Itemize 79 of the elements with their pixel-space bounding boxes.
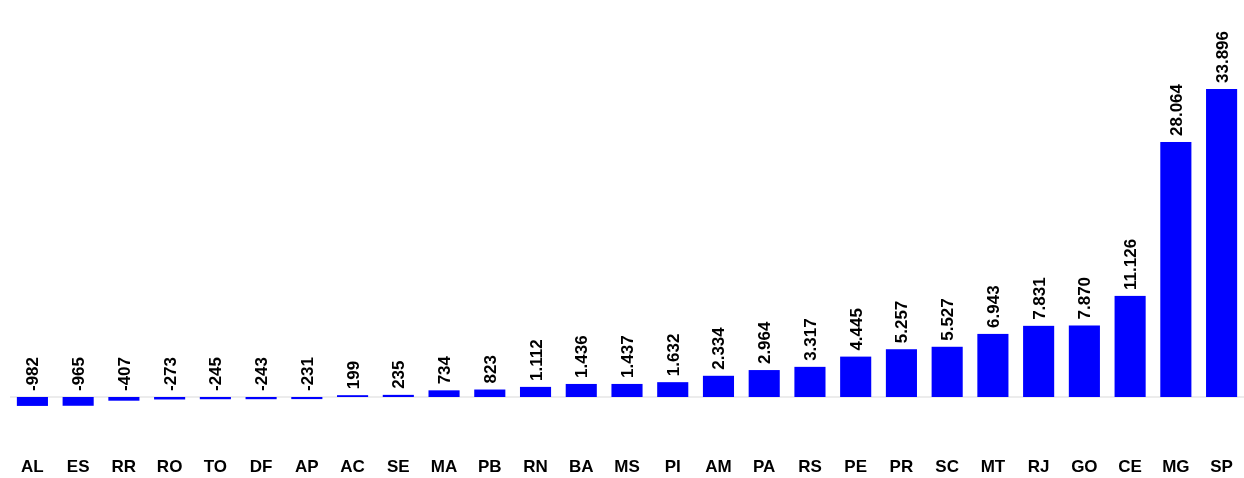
x-tick-label: ES	[66, 457, 90, 476]
data-label: 1.112	[526, 339, 546, 381]
x-tick-label: AL	[21, 457, 44, 476]
data-label: 5.527	[938, 298, 958, 341]
x-tick-label: RR	[111, 457, 137, 476]
x-tick-label: AC	[340, 457, 365, 476]
x-tick-label: SP	[1210, 457, 1233, 476]
data-label: 28.064	[1166, 83, 1186, 136]
data-label: -243	[252, 356, 272, 391]
bar	[931, 346, 963, 397]
bar	[885, 349, 917, 397]
bar	[382, 394, 414, 397]
data-label: -273	[160, 356, 180, 391]
x-tick-label: RO	[156, 457, 183, 476]
bar	[977, 333, 1009, 397]
data-label: -231	[297, 356, 317, 391]
bar	[1160, 141, 1192, 397]
x-tick-label: RN	[523, 457, 548, 476]
x-tick-label: AM	[705, 457, 732, 476]
bar	[199, 397, 231, 400]
bar	[291, 397, 323, 400]
x-tick-label: RS	[798, 457, 822, 476]
bar	[16, 397, 48, 406]
x-tick-label: MG	[1162, 457, 1190, 476]
data-label: -982	[23, 356, 43, 391]
x-tick-label: MS	[614, 457, 640, 476]
x-tick-label: CE	[1118, 457, 1142, 476]
data-label: 7.831	[1029, 277, 1049, 320]
bar	[1206, 89, 1238, 397]
x-tick-label: TO	[203, 457, 228, 476]
x-tick-label: PR	[889, 457, 914, 476]
data-label: -407	[114, 356, 134, 391]
x-tick-label: PI	[664, 457, 681, 476]
x-tick-label: PB	[477, 457, 502, 476]
bar	[657, 382, 689, 397]
data-label: 6.943	[983, 285, 1003, 328]
bar	[748, 370, 780, 397]
data-label: -245	[206, 356, 226, 391]
bar	[474, 389, 506, 397]
data-label: 734	[435, 355, 455, 385]
bar	[62, 397, 94, 406]
bar	[519, 386, 552, 397]
x-tick-label: MT	[980, 457, 1006, 476]
x-tick-label: PE	[844, 457, 868, 476]
bar	[428, 390, 460, 397]
bar	[1068, 325, 1100, 397]
bar	[1114, 295, 1146, 397]
x-tick-label: AP	[295, 457, 319, 476]
data-label: 5.257	[892, 300, 912, 344]
bar	[565, 383, 597, 397]
x-tick-label: GO	[1071, 457, 1098, 476]
bar	[702, 375, 735, 397]
data-label: 3.317	[800, 318, 820, 361]
data-label: 823	[480, 355, 500, 384]
bar	[1023, 325, 1055, 397]
bar	[108, 397, 140, 401]
data-label: -965	[69, 356, 89, 391]
data-label: 1.436	[572, 335, 592, 378]
data-label: 33.896	[1212, 31, 1232, 83]
x-tick-label: DF	[249, 457, 273, 476]
data-label: 7.870	[1075, 276, 1095, 320]
x-tick-label: SE	[386, 457, 410, 476]
x-tick-label: MA	[430, 457, 458, 476]
data-label: 235	[389, 360, 409, 389]
x-tick-label: PA	[753, 457, 776, 476]
bar	[245, 397, 277, 400]
x-tick-label: BA	[568, 457, 594, 476]
data-label: 4.445	[846, 308, 866, 351]
bar	[840, 356, 872, 397]
data-label: 11.126	[1121, 238, 1141, 290]
bar	[611, 383, 643, 397]
data-label: 1.437	[618, 335, 637, 378]
data-label: 2.334	[709, 326, 729, 370]
data-label: 1.632	[663, 333, 683, 377]
x-tick-label: SC	[935, 457, 959, 476]
data-label: 2.964	[755, 320, 775, 365]
bar	[794, 366, 826, 397]
x-tick-label: RJ	[1027, 457, 1050, 476]
data-label: 199	[343, 360, 363, 390]
